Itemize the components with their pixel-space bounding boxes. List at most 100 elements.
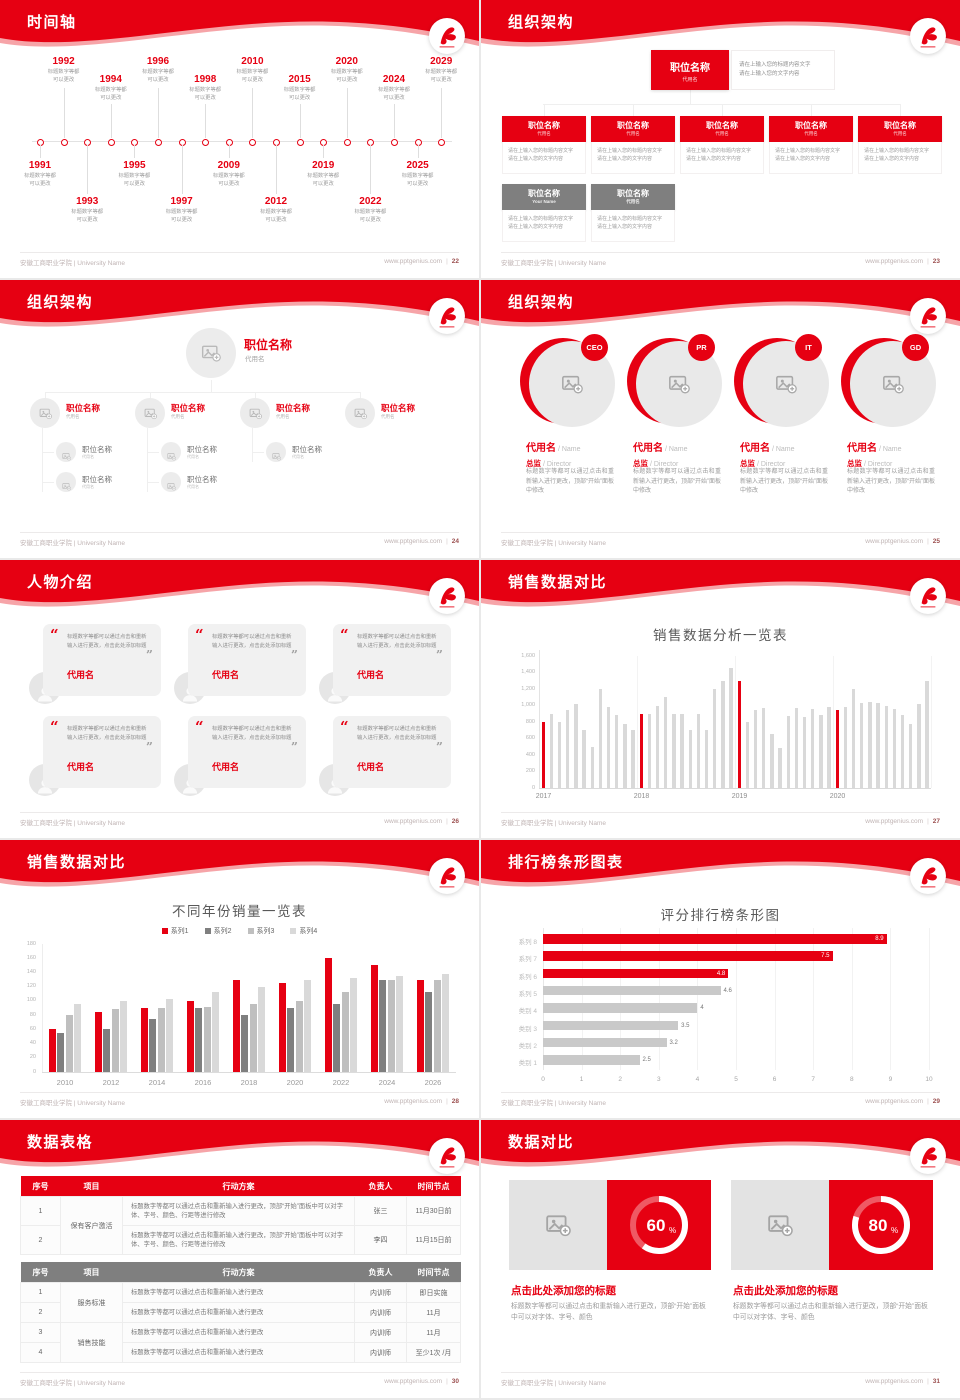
footer-page-number: 23 (932, 258, 940, 265)
timeline-year: 2012 (264, 196, 288, 207)
footer-separator: | (927, 1098, 929, 1105)
timeline-year: 1993 (76, 196, 99, 207)
person-role: 总监 / Director (740, 459, 786, 468)
timeline-note: 标题数字等都 可以更改 (236, 69, 269, 83)
timeline-dot (438, 138, 446, 146)
connector-line (42, 1072, 456, 1073)
legend-swatch (161, 928, 168, 934)
bar (74, 1004, 82, 1072)
org-box-note: 请在上输入您的标题内容文字 请在上输入您的文字内容 (502, 210, 586, 242)
timeline-dot (155, 138, 162, 146)
y-axis-tick-label: 120 (26, 983, 36, 990)
connector-line (45, 392, 46, 398)
org-child-sub: 代用名 (381, 414, 395, 419)
footer-university: 安徽工商职业学院 | University Name (20, 539, 125, 547)
bar (425, 992, 433, 1072)
bar (696, 713, 701, 788)
picture-placeholder-icon (775, 373, 797, 395)
person-name: 代用名 / Name (633, 443, 688, 454)
footer-separator: | (927, 818, 929, 825)
slide-22-timeline[interactable]: 时间轴 1991 标题数字等都 可以更改 1992 标题数字等都 可以更改 1993 标题数字… (0, 0, 479, 278)
donut-chart: 80% (852, 1196, 910, 1254)
org-box-note: 请在上输入您的标题内容文字 请在上输入您的文字内容 (680, 142, 764, 174)
x-axis-tick-label: 2020 (829, 793, 846, 800)
footer-page-number: 22 (451, 258, 459, 265)
y-axis-tick-label: 0 (531, 784, 535, 791)
role-badge: IT (795, 334, 822, 361)
org-root-note: 请在上输入您的标题内容文字 请在上输入您的文字内容 (731, 50, 835, 90)
table-cell: 2 (20, 1225, 61, 1255)
timeline-note: 标题数字等都 可以更改 (47, 69, 80, 83)
quote-close-icon: ” (436, 740, 443, 754)
bar (737, 680, 741, 788)
x-axis-tick-label: 8 (849, 1076, 854, 1083)
slide-28-grouped-chart[interactable]: 销售数据对比 不同年份销量一览表 系列1 系列2 系列3 系列4 0 20 40 60 80 100… (0, 840, 479, 1118)
bar-value-label: 3.5 (681, 1022, 690, 1029)
bar (543, 1055, 640, 1065)
bar (704, 730, 709, 788)
connector-line (931, 656, 932, 788)
x-axis-tick-label: 0 (541, 1076, 545, 1083)
quote-close-icon: ” (291, 740, 298, 754)
slide-31-donuts[interactable]: 数据对比 60% 点击此处添加您的标题 标题数字等都可以通过点击和重新输入进行更改，… (481, 1120, 960, 1398)
table-header-cell: 时间节点 (406, 1262, 461, 1283)
connector-line (360, 392, 361, 398)
connector-line (543, 928, 544, 1070)
person-name: 代用名 (67, 762, 95, 772)
connector-line (42, 428, 43, 492)
y-axis-tick-label: 0 (32, 1068, 36, 1075)
footer-site: www.pptgenius.com (384, 538, 443, 545)
timeline-note: 标题数字等都 可以更改 (71, 209, 104, 223)
slide-footer: 安徽工商职业学院 | University Name www.pptgenius… (20, 812, 459, 830)
slide-30-tables[interactable]: 数据表格 序号 项目 行动方案 负责人 时间节点 1 保有客户激活 标题数字等都可以通过点击和… (0, 1120, 479, 1398)
timeline-stem (158, 88, 159, 138)
person-name: 代用名 (212, 670, 240, 680)
timeline-dot (60, 138, 68, 146)
quote-text: 标题数字等都可以通过点击和重新输入进行更改，点击此处添加标题 (357, 634, 437, 649)
timeline-year: 2009 (217, 160, 240, 171)
picture-placeholder-icon (201, 343, 221, 363)
person-role: 总监 / Director (847, 459, 893, 468)
slide-26-people[interactable]: 人物介绍 “标题数字等都可以通过点击和重新输入进行更改，点击此处添加标题” 代用名… (0, 560, 479, 838)
bar (287, 1008, 295, 1072)
bar (543, 968, 729, 979)
org-root-title: 职位名称 (670, 63, 710, 74)
bar (341, 992, 349, 1072)
timeline-note: 标题数字等都 可以更改 (165, 209, 198, 223)
table-row: 2 标题数字等都可以通过点击和重新输入进行更改 内训师 11月 (20, 1302, 461, 1323)
person-role: 总监 / Director (526, 459, 572, 468)
timeline-stem (63, 88, 65, 138)
picture-placeholder-icon (166, 478, 176, 490)
x-axis-tick-label: 2018 (240, 1078, 258, 1087)
footer-separator: | (927, 1378, 929, 1385)
person-name: 代用名 (357, 670, 385, 680)
timeline-note: 标题数字等都 可以更改 (260, 209, 292, 223)
chart-title: 评分排行榜条形图 (660, 908, 781, 923)
timeline-stem (40, 145, 41, 158)
y-axis-tick-label: 800 (525, 718, 535, 725)
slide-footer: 安徽工商职业学院 | University Name www.pptgenius… (20, 1092, 459, 1110)
table-header-cell: 时间节点 (406, 1176, 461, 1197)
table-row: 2 标题数字等都可以通过点击和重新输入进行更改，顶部“开始”面板中可以对字体、字号… (20, 1225, 461, 1255)
table-cell: 服务标准 (60, 1282, 123, 1323)
bar (909, 723, 913, 788)
slide-25-org-circles[interactable]: 组织架构 CEO 代用名 / Name 总监 / Director 标题数字等都可以通… (481, 280, 960, 558)
hbar-category-label: 类别 2 (518, 1042, 537, 1050)
bar (713, 689, 717, 788)
table-header-cell: 负责人 (354, 1176, 407, 1197)
org-child-title: 职位名称 (171, 403, 206, 413)
donut-panel: 80% (829, 1180, 933, 1270)
org-sub-sub: 代用名 (82, 454, 94, 459)
connector-line (813, 928, 815, 1070)
avatar (56, 442, 76, 462)
slide-27-monthly-chart[interactable]: 销售数据对比 销售数据分析一览表 0 200 400 600 800 1,000 1,200 1… (481, 560, 960, 838)
slide-23-org-boxes[interactable]: 组织架构 职位名称 代用名 请在上输入您的标题内容文字 请在上输入您的文字内容 职位名称… (481, 0, 960, 278)
bar (811, 708, 815, 788)
org-sub-sub: 代用名 (82, 484, 94, 489)
picture-placeholder-icon (61, 448, 71, 460)
table-header-cell: 行动方案 (122, 1176, 355, 1197)
org-box-note: 请在上输入您的标题内容文字 请在上输入您的文字内容 (769, 142, 853, 174)
bar-value-label: 4 (700, 1005, 704, 1012)
slide-24-org-tree[interactable]: 组织架构 职位名称 代用名 职位名称 代用名 职位名称 代用名 职位名称 代用名 职位名称 代用名… (0, 280, 479, 558)
